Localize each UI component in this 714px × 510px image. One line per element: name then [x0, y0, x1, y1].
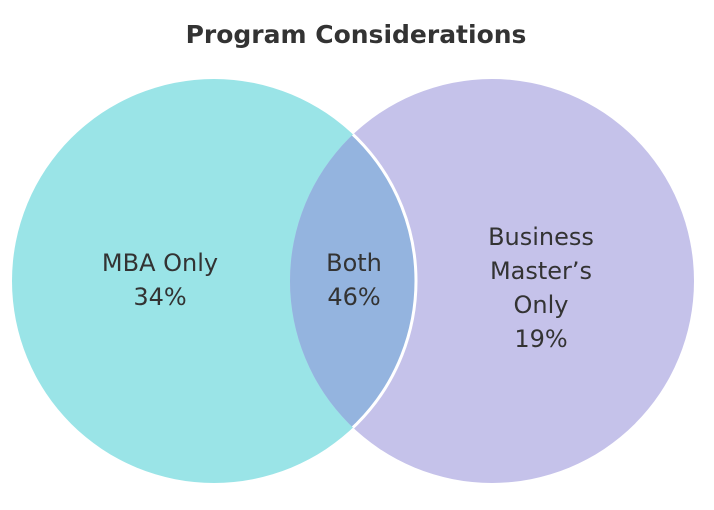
business-masters-only-label: Business Master’s Only 19% [488, 223, 594, 353]
mba-only-name: MBA Only [102, 249, 218, 277]
mba-only-label: MBA Only 34% [102, 249, 218, 311]
both-name: Both [326, 249, 382, 277]
business-masters-name-line1: Business [488, 223, 594, 251]
mba-only-value: 34% [133, 283, 186, 311]
business-masters-only-circle [290, 79, 694, 483]
business-masters-name-line2: Master’s [490, 257, 592, 285]
both-value: 46% [327, 283, 380, 311]
chart-title: Program Considerations [186, 20, 527, 49]
business-masters-only-value: 19% [514, 325, 567, 353]
both-label: Both 46% [326, 249, 382, 311]
business-masters-name-line3: Only [514, 291, 569, 319]
mba-only-circle [12, 79, 416, 483]
overlap-outline [290, 79, 418, 483]
